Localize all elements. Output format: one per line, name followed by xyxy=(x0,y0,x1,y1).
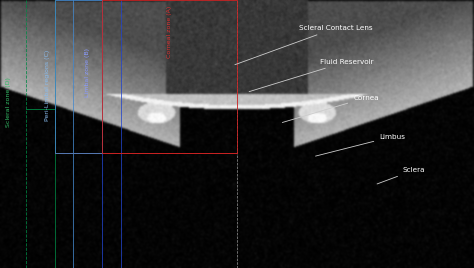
Bar xyxy=(55,0,102,153)
Text: Sclera: Sclera xyxy=(377,167,425,184)
Text: Peri-Limbal regions (C): Peri-Limbal regions (C) xyxy=(45,50,50,121)
Bar xyxy=(102,0,237,153)
Text: Limbal zone (B): Limbal zone (B) xyxy=(85,48,90,97)
Text: Cornea: Cornea xyxy=(283,95,379,122)
Text: Limbus: Limbus xyxy=(316,134,405,156)
Text: Scleral Contact Lens: Scleral Contact Lens xyxy=(235,25,372,65)
Text: Corneal zone (A): Corneal zone (A) xyxy=(167,6,172,58)
Text: Fluid Reservoir: Fluid Reservoir xyxy=(249,59,374,92)
Text: Scleral zone (D): Scleral zone (D) xyxy=(6,77,10,127)
